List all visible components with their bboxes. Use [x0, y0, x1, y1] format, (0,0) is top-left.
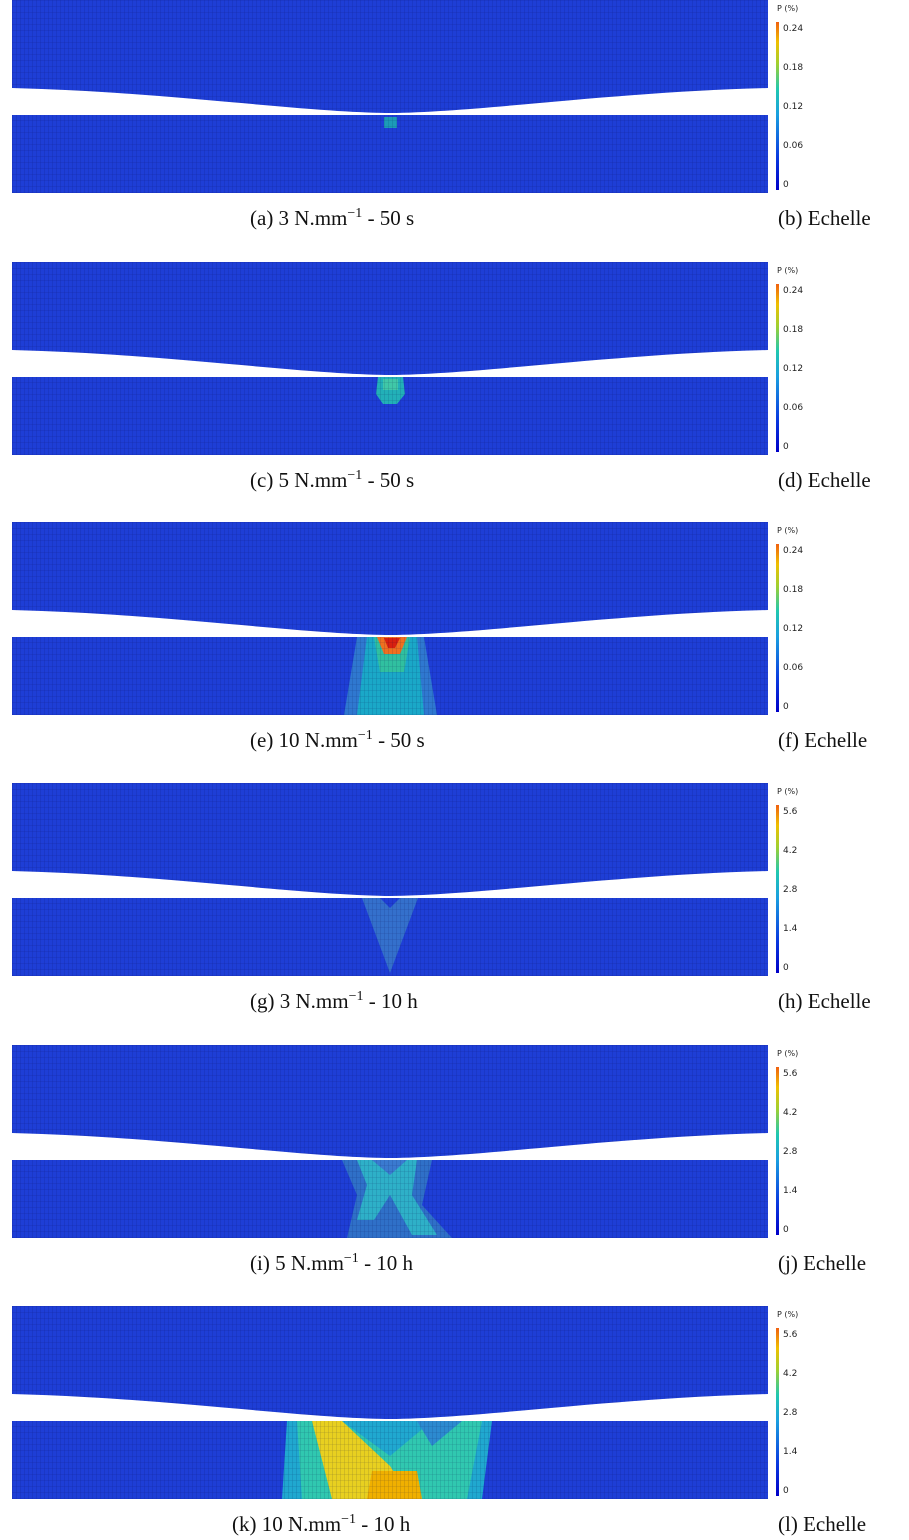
caption: (g) 3 N.mm−1 - 10 h [250, 989, 418, 1014]
caption-text: (e) 10 N.mm [250, 728, 358, 752]
color-bar [776, 544, 779, 712]
lower-mesh [12, 898, 768, 976]
scale-caption: (h) Echelle [778, 989, 871, 1013]
figure-panel: (i) 5 N.mm−1 - 10 h P (%) 5.6 4.2 2.8 1.4 0 (j)… [0, 1045, 909, 1307]
scale-label: 4.2 [783, 1108, 798, 1118]
scale-caption: (l) Echelle [778, 1512, 867, 1536]
upper-mesh [12, 0, 768, 113]
simulation-image [12, 1306, 768, 1499]
scale-caption: (f) Echelle [778, 728, 868, 752]
caption-exponent: −1 [357, 728, 373, 743]
scale-caption: (d) Echelle [778, 468, 871, 492]
figure-panel: (c) 5 N.mm−1 - 50 s P (%) 0.24 0.18 0.12 0.06… [0, 262, 909, 524]
figure-panel: (a) 3 N.mm−1 - 50 s P (%) 0.24 0.18 0.12 0.06… [0, 0, 909, 262]
simulation-image [12, 262, 768, 455]
caption-exponent: −1 [347, 206, 363, 221]
scale-label: 0.12 [783, 364, 804, 374]
color-bar [776, 1067, 779, 1235]
caption-text: (g) 3 N.mm [250, 989, 349, 1013]
caption: (e) 10 N.mm−1 - 50 s [250, 728, 425, 753]
caption: (a) 3 N.mm−1 - 50 s [250, 206, 414, 231]
simulation-image [12, 1045, 768, 1238]
lower-mesh [12, 1421, 768, 1499]
scale-caption: (b) Echelle [778, 206, 871, 230]
figure-panel: (g) 3 N.mm−1 - 10 h P (%) 5.6 4.2 2.8 1.4 0 (h)… [0, 783, 909, 1045]
scale-label: 0.12 [783, 102, 804, 112]
scale-title: P (%) [777, 1310, 799, 1319]
scale-label: 0.06 [783, 663, 804, 673]
scale-label: 0 [783, 442, 789, 452]
scale-label: 0.18 [783, 63, 804, 73]
scale-label: 1.4 [783, 924, 798, 934]
scale-label: 0.06 [783, 403, 804, 413]
upper-mesh [12, 262, 768, 375]
scale-label: 0 [783, 702, 789, 712]
scale-caption: (j) Echelle [778, 1251, 867, 1275]
lower-mesh [12, 377, 768, 455]
scale-label: 0 [783, 1225, 789, 1235]
caption-exponent: −1 [341, 1512, 356, 1527]
caption-text: (a) 3 N.mm [250, 206, 348, 230]
scale-label: 5.6 [783, 1069, 798, 1079]
color-bar [776, 22, 779, 190]
lower-mesh [12, 115, 768, 193]
scale-title: P (%) [777, 4, 799, 13]
color-bar [776, 805, 779, 973]
upper-mesh [12, 783, 768, 896]
scale-title: P (%) [777, 787, 799, 796]
caption-text: - 10 h [358, 1251, 414, 1275]
scale-label: 2.8 [783, 885, 798, 895]
simulation-image [12, 522, 768, 715]
scale-title: P (%) [777, 1049, 799, 1058]
lower-mesh [12, 1160, 768, 1238]
upper-mesh [12, 1045, 768, 1158]
upper-mesh [12, 522, 768, 635]
scale-label: 0.24 [783, 24, 804, 34]
figure-panel: (e) 10 N.mm−1 - 50 s P (%) 0.24 0.18 0.12 0.0… [0, 522, 909, 784]
caption-text: - 50 s [362, 468, 415, 492]
scale-title: P (%) [777, 526, 799, 535]
scale-label: 2.8 [783, 1147, 798, 1157]
scale-label: 0.24 [783, 546, 804, 556]
caption: (c) 5 N.mm−1 - 50 s [250, 468, 414, 493]
scale-label: 0 [783, 180, 789, 190]
scale-label: 2.8 [783, 1408, 798, 1418]
scale-label: 0.06 [783, 141, 804, 151]
caption: (k) 10 N.mm−1 - 10 h [232, 1512, 410, 1537]
caption-exponent: −1 [348, 989, 364, 1004]
caption-text: (k) 10 N.mm [232, 1512, 342, 1536]
caption-exponent: −1 [343, 1251, 359, 1266]
caption: (i) 5 N.mm−1 - 10 h [250, 1251, 413, 1276]
scale-label: 5.6 [783, 1330, 798, 1340]
upper-mesh [12, 1306, 768, 1419]
scale-label: 5.6 [783, 807, 798, 817]
scale-label: 4.2 [783, 1369, 798, 1379]
caption-text: - 10 h [363, 989, 418, 1013]
color-bar [776, 284, 779, 452]
scale-title: P (%) [777, 266, 799, 275]
caption-text: (c) 5 N.mm [250, 468, 348, 492]
scale-label: 0 [783, 963, 789, 973]
caption-text: (i) 5 N.mm [250, 1251, 344, 1275]
figure-panel: (k) 10 N.mm−1 - 10 h P (%) 5.6 4.2 2.8 1.4 0 (l… [0, 1306, 909, 1540]
scale-label: 0.24 [783, 286, 804, 296]
scale-label: 1.4 [783, 1447, 798, 1457]
scale-label: 0 [783, 1486, 789, 1496]
caption-text: - 50 s [372, 728, 425, 752]
caption-text: - 50 s [362, 206, 415, 230]
scale-label: 4.2 [783, 846, 798, 856]
scale-label: 0.18 [783, 325, 804, 335]
scale-label: 0.12 [783, 624, 804, 634]
caption-exponent: −1 [347, 468, 363, 483]
simulation-image [12, 0, 768, 193]
simulation-image [12, 783, 768, 976]
color-bar [776, 1328, 779, 1496]
caption-text: - 10 h [355, 1512, 411, 1536]
scale-label: 1.4 [783, 1186, 798, 1196]
scale-label: 0.18 [783, 585, 804, 595]
lower-mesh [12, 637, 768, 715]
